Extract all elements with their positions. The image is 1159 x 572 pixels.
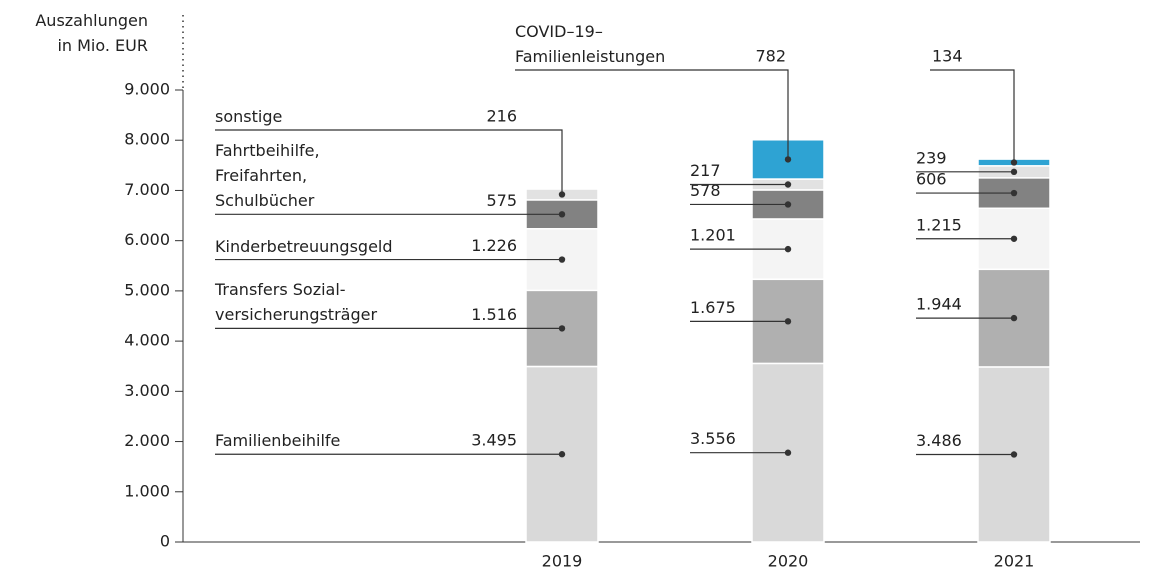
x-tick-label: 2021	[994, 552, 1035, 571]
value-label: 217	[690, 161, 721, 180]
value-label: 1.516	[471, 305, 517, 324]
x-tick-label: 2020	[768, 552, 809, 571]
leader-dot	[1010, 168, 1018, 176]
leader-dot	[1010, 189, 1018, 197]
y-tick-label: 2.000	[124, 431, 170, 450]
value-label: 1.226	[471, 236, 517, 255]
value-label: 782	[755, 47, 786, 66]
leader-dot	[784, 156, 792, 163]
leader-dot	[558, 451, 566, 458]
value-label: 1.215	[916, 215, 962, 234]
leader-dot	[784, 245, 792, 253]
y-tick-label: 5.000	[124, 280, 170, 299]
y-axis-title: Auszahlungen in Mio. EUR	[35, 11, 148, 55]
y-tick-label: 8.000	[124, 130, 170, 149]
series-label: Transfers Sozial- versicherungsträger	[215, 280, 378, 325]
y-tick-label: 1.000	[124, 481, 170, 500]
y-tick-label: 6.000	[124, 230, 170, 249]
leader-dot	[784, 181, 792, 188]
leader-dot	[1010, 235, 1018, 242]
value-label: 1.201	[690, 226, 736, 245]
leader-dot	[784, 449, 792, 456]
y-tick-label: 7.000	[124, 180, 170, 199]
series-label: Familienbeihilfe	[215, 431, 341, 451]
value-label: 606	[916, 170, 947, 189]
y-tick-label: 4.000	[124, 331, 170, 350]
value-label: 3.495	[471, 431, 517, 450]
leader-dot	[558, 325, 566, 332]
leader-line	[215, 129, 563, 195]
value-label: 578	[690, 181, 721, 200]
leader-dot	[558, 256, 566, 263]
value-label: 1.675	[690, 298, 736, 317]
value-label: 216	[486, 107, 517, 126]
y-tick-label: 0	[160, 532, 170, 551]
y-tick-label: 3.000	[124, 381, 170, 400]
leader-dot	[558, 211, 566, 218]
x-tick-label: 2019	[542, 552, 583, 571]
leader-line	[515, 69, 789, 160]
series-label: Fahrtbeihilfe, Freifahrten, Schulbücher	[215, 141, 320, 211]
value-label: 1.944	[916, 295, 962, 314]
leader-dot	[1010, 451, 1018, 458]
series-label: sonstige	[215, 107, 283, 126]
y-tick-label: 9.000	[124, 80, 170, 99]
leader-dot	[784, 318, 792, 325]
value-label: 239	[916, 148, 947, 167]
value-label: 3.486	[916, 431, 962, 450]
leader-dot	[1010, 314, 1018, 322]
value-label: 575	[486, 191, 517, 210]
leader-line	[930, 69, 1015, 163]
series-label: COVID–19– Familienleistungen	[515, 22, 666, 66]
value-label: 134	[932, 47, 963, 66]
leader-dot	[558, 191, 566, 198]
series-label: Kinderbetreuungsgeld	[215, 236, 393, 256]
leader-dot	[784, 201, 792, 208]
value-label: 3.556	[690, 429, 736, 448]
leader-dot	[1010, 159, 1018, 166]
